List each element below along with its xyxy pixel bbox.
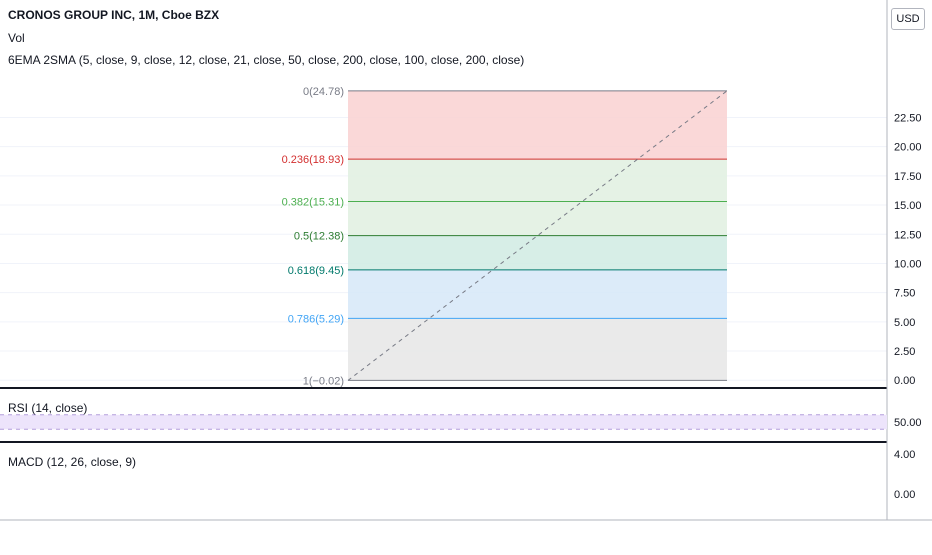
currency-button[interactable]: USD (891, 8, 925, 30)
price-tick-label: 10.00 (894, 258, 922, 270)
fib-level-label: 0.786(5.29) (288, 313, 344, 325)
price-tick-label: 22.50 (894, 112, 922, 124)
fib-level-label: 0.236(18.93) (282, 154, 344, 166)
price-tick-label: 2.50 (894, 346, 915, 358)
fib-level-label: 0.618(9.45) (288, 265, 344, 277)
price-tick-label: 17.50 (894, 171, 922, 183)
fib-level-label: 0.382(15.31) (282, 196, 344, 208)
rsi-band (0, 414, 887, 430)
price-tick-label: 20.00 (894, 142, 922, 154)
fib-band (348, 159, 727, 202)
price-tick-label: 7.50 (894, 288, 915, 300)
macd-tick-label: 4.00 (894, 449, 915, 461)
ma-indicator-label: 6EMA 2SMA (5, close, 9, close, 12, close… (8, 53, 525, 67)
fib-level-label: 1(−0.02) (303, 375, 344, 387)
symbol-title: CRONOS GROUP INC, 1M, Cboe BZX (8, 8, 220, 22)
macd-label: MACD (12, 26, close, 9) (8, 455, 136, 469)
macd-tick-label: 0.00 (894, 489, 915, 501)
price-tick-label: 0.00 (894, 375, 915, 387)
price-tick-label: 15.00 (894, 200, 922, 212)
fib-band (348, 235, 727, 270)
fib-band (348, 201, 727, 236)
rsi-tick-label: 50.00 (894, 417, 922, 429)
price-tick-label: 5.00 (894, 317, 915, 329)
fib-level-label: 0.5(12.38) (294, 231, 344, 243)
rsi-label: RSI (14, close) (8, 401, 87, 415)
price-tick-label: 12.50 (894, 229, 922, 241)
fib-band (348, 90, 727, 160)
fib-band (348, 269, 727, 319)
fib-level-label: 0(24.78) (303, 86, 344, 98)
volume-label: Vol (8, 31, 25, 45)
fib-band (348, 318, 727, 381)
